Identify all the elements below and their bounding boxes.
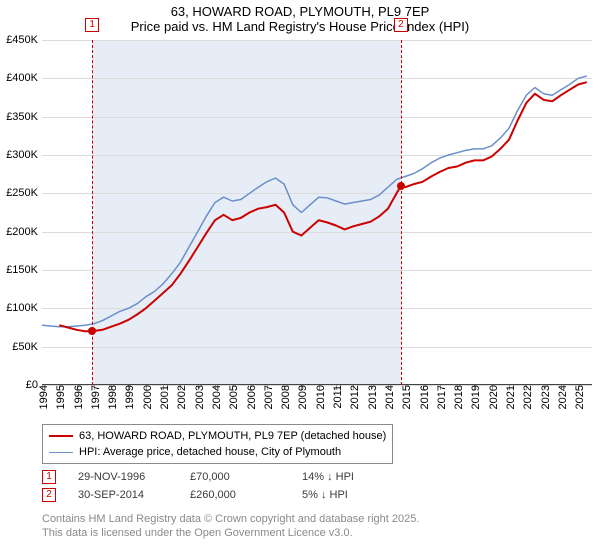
event-marker-box: 2 xyxy=(42,488,56,502)
event-date: 29-NOV-1996 xyxy=(78,471,168,483)
x-axis-label: 2016 xyxy=(415,385,431,409)
y-axis-label: £50K xyxy=(12,341,42,353)
x-axis-label: 1997 xyxy=(86,385,102,409)
x-axis-label: 2017 xyxy=(432,385,448,409)
x-axis-label: 2002 xyxy=(172,385,188,409)
x-axis-label: 2015 xyxy=(397,385,413,409)
y-axis-label: £450K xyxy=(6,34,42,46)
x-axis-label: 2007 xyxy=(259,385,275,409)
event-marker-box: 1 xyxy=(42,470,56,484)
legend-swatch xyxy=(49,435,73,437)
x-axis-label: 2004 xyxy=(207,385,223,409)
y-axis-label: £200K xyxy=(6,226,42,238)
x-axis-label: 2006 xyxy=(242,385,258,409)
x-axis-label: 2018 xyxy=(449,385,465,409)
x-axis-label: 2012 xyxy=(345,385,361,409)
x-axis-label: 2019 xyxy=(466,385,482,409)
y-axis-label: £150K xyxy=(6,264,42,276)
series-svg xyxy=(42,40,592,385)
y-axis-label: £250K xyxy=(6,187,42,199)
y-axis-label: £400K xyxy=(6,72,42,84)
x-axis-label: 1998 xyxy=(103,385,119,409)
legend-label: 63, HOWARD ROAD, PLYMOUTH, PL9 7EP (deta… xyxy=(79,430,386,442)
event-price: £260,000 xyxy=(190,489,280,501)
event-row: 2 30-SEP-2014 £260,000 5% ↓ HPI xyxy=(42,486,392,504)
sale-marker-box: 2 xyxy=(394,18,408,32)
x-axis-label: 2008 xyxy=(276,385,292,409)
x-axis-label: 2020 xyxy=(484,385,500,409)
x-axis-label: 2001 xyxy=(155,385,171,409)
x-axis-label: 2003 xyxy=(190,385,206,409)
x-axis-label: 2009 xyxy=(293,385,309,409)
x-axis-label: 2011 xyxy=(328,385,344,409)
sale-marker-box: 1 xyxy=(85,18,99,32)
footer-line-1: Contains HM Land Registry data © Crown c… xyxy=(42,512,419,526)
x-axis-label: 2021 xyxy=(501,385,517,409)
x-axis-label: 1995 xyxy=(51,385,67,409)
x-axis-label: 2024 xyxy=(553,385,569,409)
event-date: 30-SEP-2014 xyxy=(78,489,168,501)
x-axis-label: 2010 xyxy=(311,385,327,409)
y-axis-label: £100K xyxy=(6,302,42,314)
x-axis-label: 2013 xyxy=(363,385,379,409)
series-price_paid xyxy=(59,82,587,331)
footer-attribution: Contains HM Land Registry data © Crown c… xyxy=(42,512,419,541)
sale-events-table: 1 29-NOV-1996 £70,000 14% ↓ HPI 2 30-SEP-2014… xyxy=(42,468,392,504)
event-delta: 5% ↓ HPI xyxy=(302,489,392,501)
x-axis-label: 2022 xyxy=(518,385,534,409)
y-axis-label: £300K xyxy=(6,149,42,161)
x-axis-label: 2025 xyxy=(570,385,586,409)
sale-marker-dot xyxy=(397,182,405,190)
footer-line-2: This data is licensed under the Open Gov… xyxy=(42,526,419,540)
event-price: £70,000 xyxy=(190,471,280,483)
x-axis-label: 1994 xyxy=(34,385,50,409)
sale-marker-dot xyxy=(88,327,96,335)
x-axis-label: 1996 xyxy=(69,385,85,409)
legend-box: 63, HOWARD ROAD, PLYMOUTH, PL9 7EP (deta… xyxy=(42,424,393,464)
x-axis-label: 2005 xyxy=(224,385,240,409)
legend-swatch xyxy=(49,452,73,453)
legend-row: 63, HOWARD ROAD, PLYMOUTH, PL9 7EP (deta… xyxy=(49,428,386,444)
event-row: 1 29-NOV-1996 £70,000 14% ↓ HPI xyxy=(42,468,392,486)
event-delta: 14% ↓ HPI xyxy=(302,471,392,483)
series-hpi xyxy=(42,76,587,327)
x-axis-label: 2023 xyxy=(536,385,552,409)
legend-row: HPI: Average price, detached house, City… xyxy=(49,444,386,460)
legend-label: HPI: Average price, detached house, City… xyxy=(79,446,341,458)
y-axis-label: £350K xyxy=(6,111,42,123)
chart-plot-area: £0£50K£100K£150K£200K£250K£300K£350K£400… xyxy=(42,40,592,385)
title-line-1: 63, HOWARD ROAD, PLYMOUTH, PL9 7EP xyxy=(0,4,600,19)
x-axis-label: 2014 xyxy=(380,385,396,409)
x-axis-label: 2000 xyxy=(138,385,154,409)
sale-marker-line xyxy=(401,40,402,385)
x-axis-label: 1999 xyxy=(120,385,136,409)
